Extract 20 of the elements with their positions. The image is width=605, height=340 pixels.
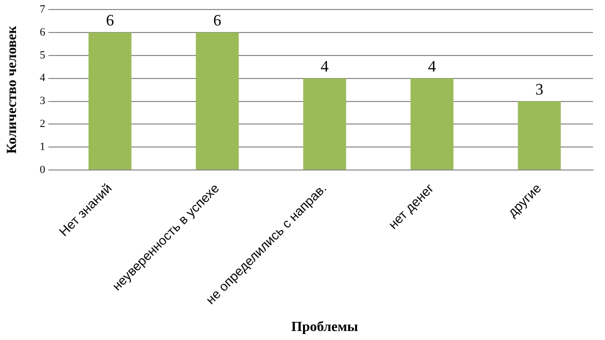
y-axis-title: Количество человек [5, 24, 20, 154]
y-tick-label: 3 [40, 95, 46, 108]
y-tick-label: 4 [40, 72, 46, 84]
y-tick-label: 0 [40, 164, 46, 176]
x-axis-title: Проблемы [291, 320, 358, 336]
bar [303, 78, 346, 170]
bar [518, 101, 561, 170]
data-label: 6 [213, 12, 222, 30]
y-tick-label: 6 [40, 26, 46, 38]
y-tick-label: 7 [40, 3, 46, 16]
bar [196, 32, 239, 170]
y-tick-label: 2 [40, 118, 46, 130]
data-label: 6 [106, 12, 114, 30]
data-label: 4 [320, 58, 329, 76]
y-tick-label: 1 [40, 140, 46, 153]
bar [88, 32, 132, 170]
bar [410, 78, 454, 170]
data-label: 3 [535, 81, 544, 98]
y-tick-label: 5 [40, 49, 46, 62]
data-label: 4 [428, 58, 436, 76]
